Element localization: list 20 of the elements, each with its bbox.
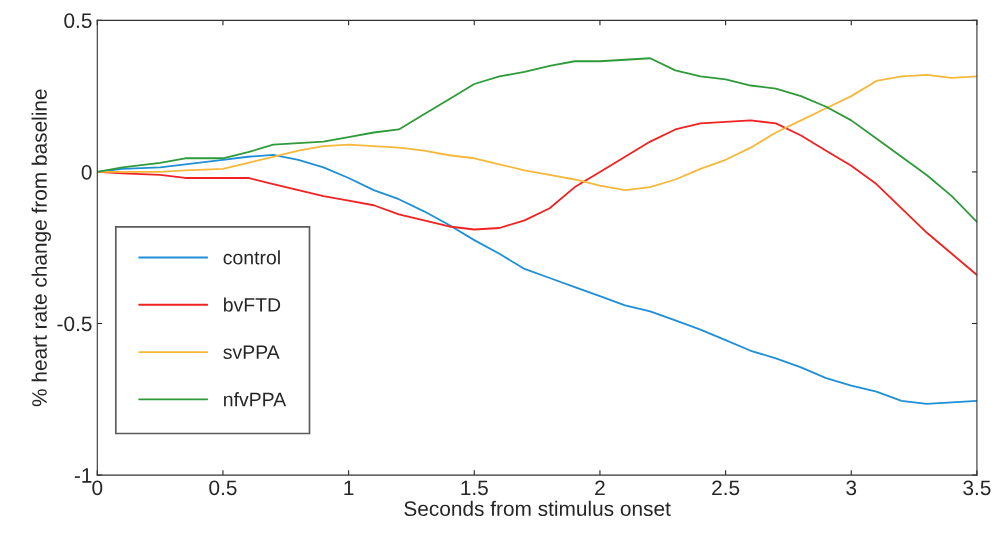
x-tick-label: 0 <box>92 480 103 496</box>
x-tick-label: 0.5 <box>209 480 237 496</box>
legend-label: bvFTD <box>224 297 281 312</box>
line-series <box>97 73 977 192</box>
y-tick-label: -0.5 <box>57 316 92 332</box>
x-tick-label: 3.5 <box>963 480 991 496</box>
x-tick-label: 2.5 <box>712 480 740 496</box>
x-tick-label: 1.5 <box>461 480 488 496</box>
x-axis-title: Seconds from stimulus onset <box>404 500 671 517</box>
y-axis-title: % heart rate change from baseline <box>31 89 51 407</box>
y-tick-label: 0.5 <box>64 13 92 29</box>
x-tick-label: 3 <box>846 480 857 496</box>
y-tick-label: -1 <box>74 468 92 483</box>
x-tick-label: 1 <box>344 480 354 496</box>
legend-label: nfvPPA <box>224 392 287 407</box>
line-series <box>97 57 977 223</box>
legend-label: control <box>223 250 280 265</box>
legend-label: svPPA <box>223 345 280 360</box>
x-tick-label: 2 <box>595 480 605 496</box>
y-tick-label: 0 <box>81 164 92 180</box>
